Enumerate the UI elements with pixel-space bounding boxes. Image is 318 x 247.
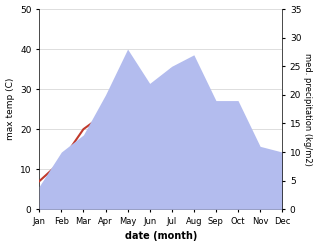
X-axis label: date (month): date (month) bbox=[125, 231, 197, 242]
Y-axis label: med. precipitation (kg/m2): med. precipitation (kg/m2) bbox=[303, 53, 313, 165]
Y-axis label: max temp (C): max temp (C) bbox=[5, 78, 15, 140]
